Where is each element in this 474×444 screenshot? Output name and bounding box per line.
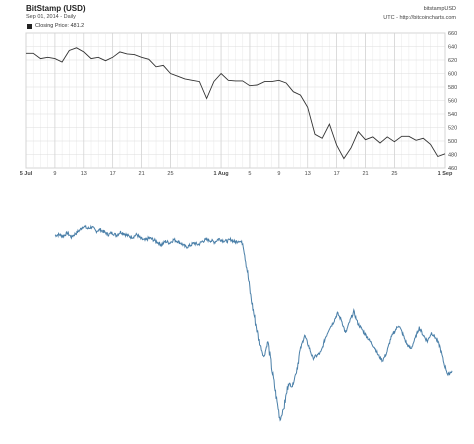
y-tick-label: 560 [448,99,457,105]
x-tick-label: 13 [81,171,87,177]
y-tick-label: 660 [448,31,457,37]
x-tick-label: 5 [248,171,251,177]
x-tick-label: 9 [277,171,280,177]
y-tick-label: 460 [448,166,457,172]
x-tick-label: 1 Sep [438,171,453,177]
x-tick-label: 17 [110,171,116,177]
y-tick-label: 640 [448,45,457,51]
y-tick-label: 580 [448,85,457,91]
y-tick-label: 520 [448,126,457,132]
sparkline-series [54,224,453,422]
legend-swatch [27,23,32,29]
y-tick-label: 600 [448,72,457,78]
y-tick-label: 620 [448,58,457,64]
y-tick-label: 480 [448,153,457,159]
y-tick-label: 540 [448,112,457,118]
chart-title: BitStamp (USD) [26,4,86,13]
closing-price-line [26,47,446,160]
x-tick-label: 21 [362,171,368,177]
x-tick-label: 1 Aug [214,171,229,177]
sparkline-svg [54,224,453,422]
x-tick-label: 25 [391,171,397,177]
x-tick-label: 9 [53,171,56,177]
x-tick-label: 25 [167,171,173,177]
chart-legend: Closing Price: 481.2 [27,23,84,29]
x-tick-label: 13 [305,171,311,177]
chart-subtitle: Sep 01, 2014 - Daily [26,14,76,20]
legend-label: Closing Price: 481.2 [35,23,85,29]
price-chart-svg: 460 480 500 520 540 560 580 600 620 640 660 5 Jul 9 1… [20,31,457,177]
price-sparkline-chart [0,180,474,444]
x-tick-label: 5 Jul [20,171,33,177]
x-tick-label: 21 [139,171,145,177]
closing-price-chart: BitStamp (USD) Sep 01, 2014 - Daily bits… [0,0,474,180]
y-tick-label: 500 [448,139,457,145]
source-label: UTC - http://bitcoincharts.com [383,15,456,21]
x-tick-label: 17 [334,171,340,177]
market-symbol: bitstampUSD [423,6,456,12]
